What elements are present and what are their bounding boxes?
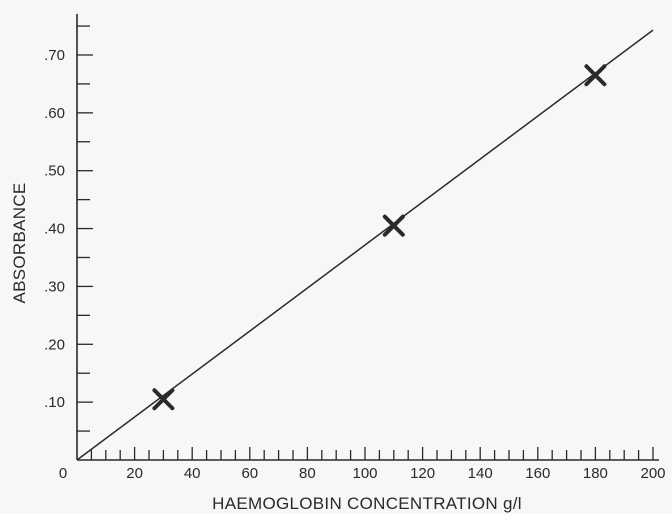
x-tick-label: 40 <box>184 465 201 482</box>
y-tick-label: .10 <box>44 394 65 411</box>
x-tick-label: 120 <box>410 465 435 482</box>
marker-stroke <box>382 214 405 237</box>
y-axis-label: ABSORBANCE <box>10 182 29 303</box>
tick-labels: 0 20 40 60 80 100 120 140 160 180 200 .10 .20 .30 .40.… <box>44 47 665 482</box>
x-axis-label: HAEMOGLOBIN CONCENTRATION g/l <box>212 494 522 513</box>
x-tick-label: 20 <box>126 465 143 482</box>
data-points <box>152 64 607 411</box>
y-tick-label: .50 <box>44 163 65 180</box>
x-tick-label: 180 <box>583 465 608 482</box>
x-tick-label: 0 <box>59 465 67 482</box>
data-point-marker <box>152 388 175 411</box>
axes <box>76 14 659 461</box>
x-tick-label: 200 <box>640 465 665 482</box>
marker-stroke <box>584 64 607 87</box>
y-tick-label: .20 <box>44 336 65 353</box>
fit-line-group <box>76 29 654 461</box>
x-tick-label: 80 <box>299 465 316 482</box>
y-tick-label: .70 <box>44 47 65 64</box>
marker-stroke <box>152 388 175 411</box>
x-tick-label: 160 <box>525 465 550 482</box>
x-tick-label: 140 <box>468 465 493 482</box>
y-tick-label: .60 <box>44 105 65 122</box>
fit-line <box>76 29 654 461</box>
data-point-marker <box>382 214 405 237</box>
y-tick-label: .40 <box>44 221 65 238</box>
y-tick-label: .30 <box>44 278 65 295</box>
x-tick-label: 100 <box>352 465 377 482</box>
ticks <box>77 25 654 460</box>
x-tick-label: 60 <box>241 465 258 482</box>
data-point-marker <box>584 64 607 87</box>
